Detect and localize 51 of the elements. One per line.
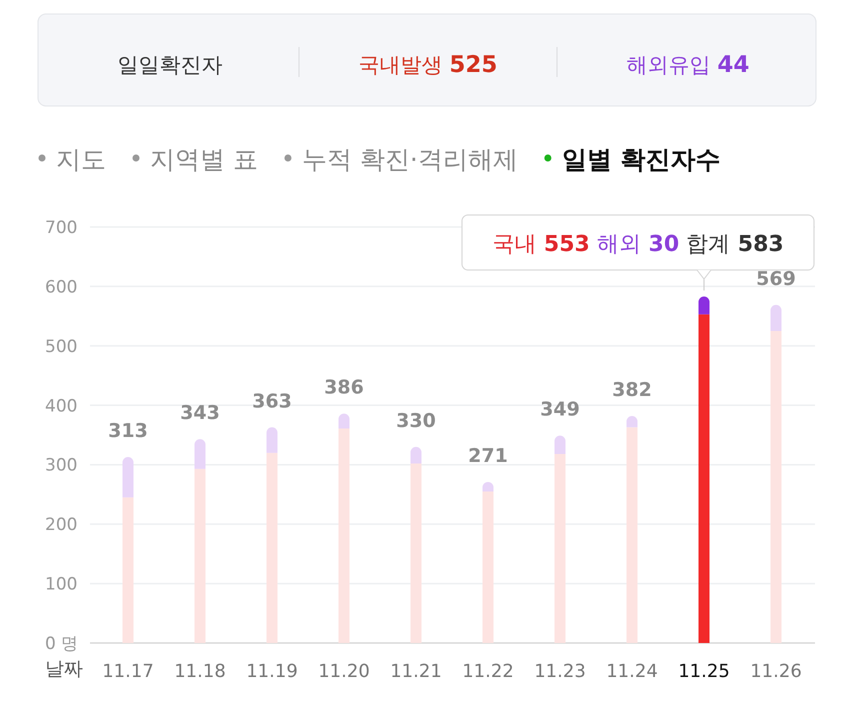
text: 지도 — [56, 145, 106, 174]
total-label: 343 — [180, 402, 220, 424]
total-label: 313 — [108, 420, 148, 442]
x-tick-label: 11.17 — [102, 661, 154, 682]
y-tick-label: 500 — [45, 336, 78, 357]
annotation: 국내 553 해외 30 합계 583 — [492, 232, 784, 257]
x-axis-title: 날짜 — [45, 658, 83, 680]
bar — [266, 427, 278, 453]
text: 해외유입 44 — [626, 52, 750, 78]
bar — [770, 331, 782, 643]
bar — [338, 428, 350, 643]
y-tick-label: 0 명 — [45, 634, 78, 654]
y-tick-label: 700 — [45, 218, 78, 238]
bar — [122, 457, 134, 498]
text: 지역별 표 — [150, 145, 258, 174]
total-label: 386 — [324, 376, 364, 399]
x-tick-label: 11.25 — [678, 661, 730, 682]
total-label: 271 — [468, 444, 508, 467]
bar — [194, 439, 206, 469]
x-tick-label: 11.21 — [390, 661, 442, 682]
bar — [122, 497, 134, 643]
x-tick-label: 11.24 — [606, 661, 658, 682]
total-label: 330 — [396, 410, 436, 432]
x-tick-label: 11.26 — [750, 661, 802, 682]
bar — [482, 491, 494, 643]
bar — [626, 427, 638, 643]
bar — [554, 454, 566, 643]
y-tick-label: 200 — [45, 515, 78, 536]
text: 누적 확진·격리해제 — [302, 145, 518, 174]
bar — [770, 304, 782, 331]
text: 국내발생 525 — [358, 52, 498, 78]
text: 일일확진자 — [118, 53, 222, 77]
bar — [554, 436, 566, 454]
x-tick-label: 11.22 — [462, 661, 514, 682]
bar — [266, 452, 278, 643]
total-label: 382 — [612, 378, 652, 401]
y-tick-label: 100 — [45, 574, 78, 595]
bar — [410, 464, 422, 643]
text: 일별 확진자수 — [562, 145, 721, 174]
bar — [698, 314, 710, 643]
y-tick-label: 300 — [45, 456, 78, 476]
total-label: 349 — [540, 398, 580, 421]
x-tick-label: 11.19 — [246, 661, 298, 682]
x-tick-label: 11.18 — [174, 661, 226, 682]
bar — [194, 468, 206, 643]
x-tick-label: 11.23 — [534, 661, 586, 682]
total-label: 363 — [252, 390, 292, 412]
x-tick-label: 11.20 — [318, 661, 370, 682]
y-tick-label: 600 — [45, 277, 78, 298]
total-label: 569 — [756, 268, 796, 290]
y-tick-label: 400 — [45, 396, 78, 416]
